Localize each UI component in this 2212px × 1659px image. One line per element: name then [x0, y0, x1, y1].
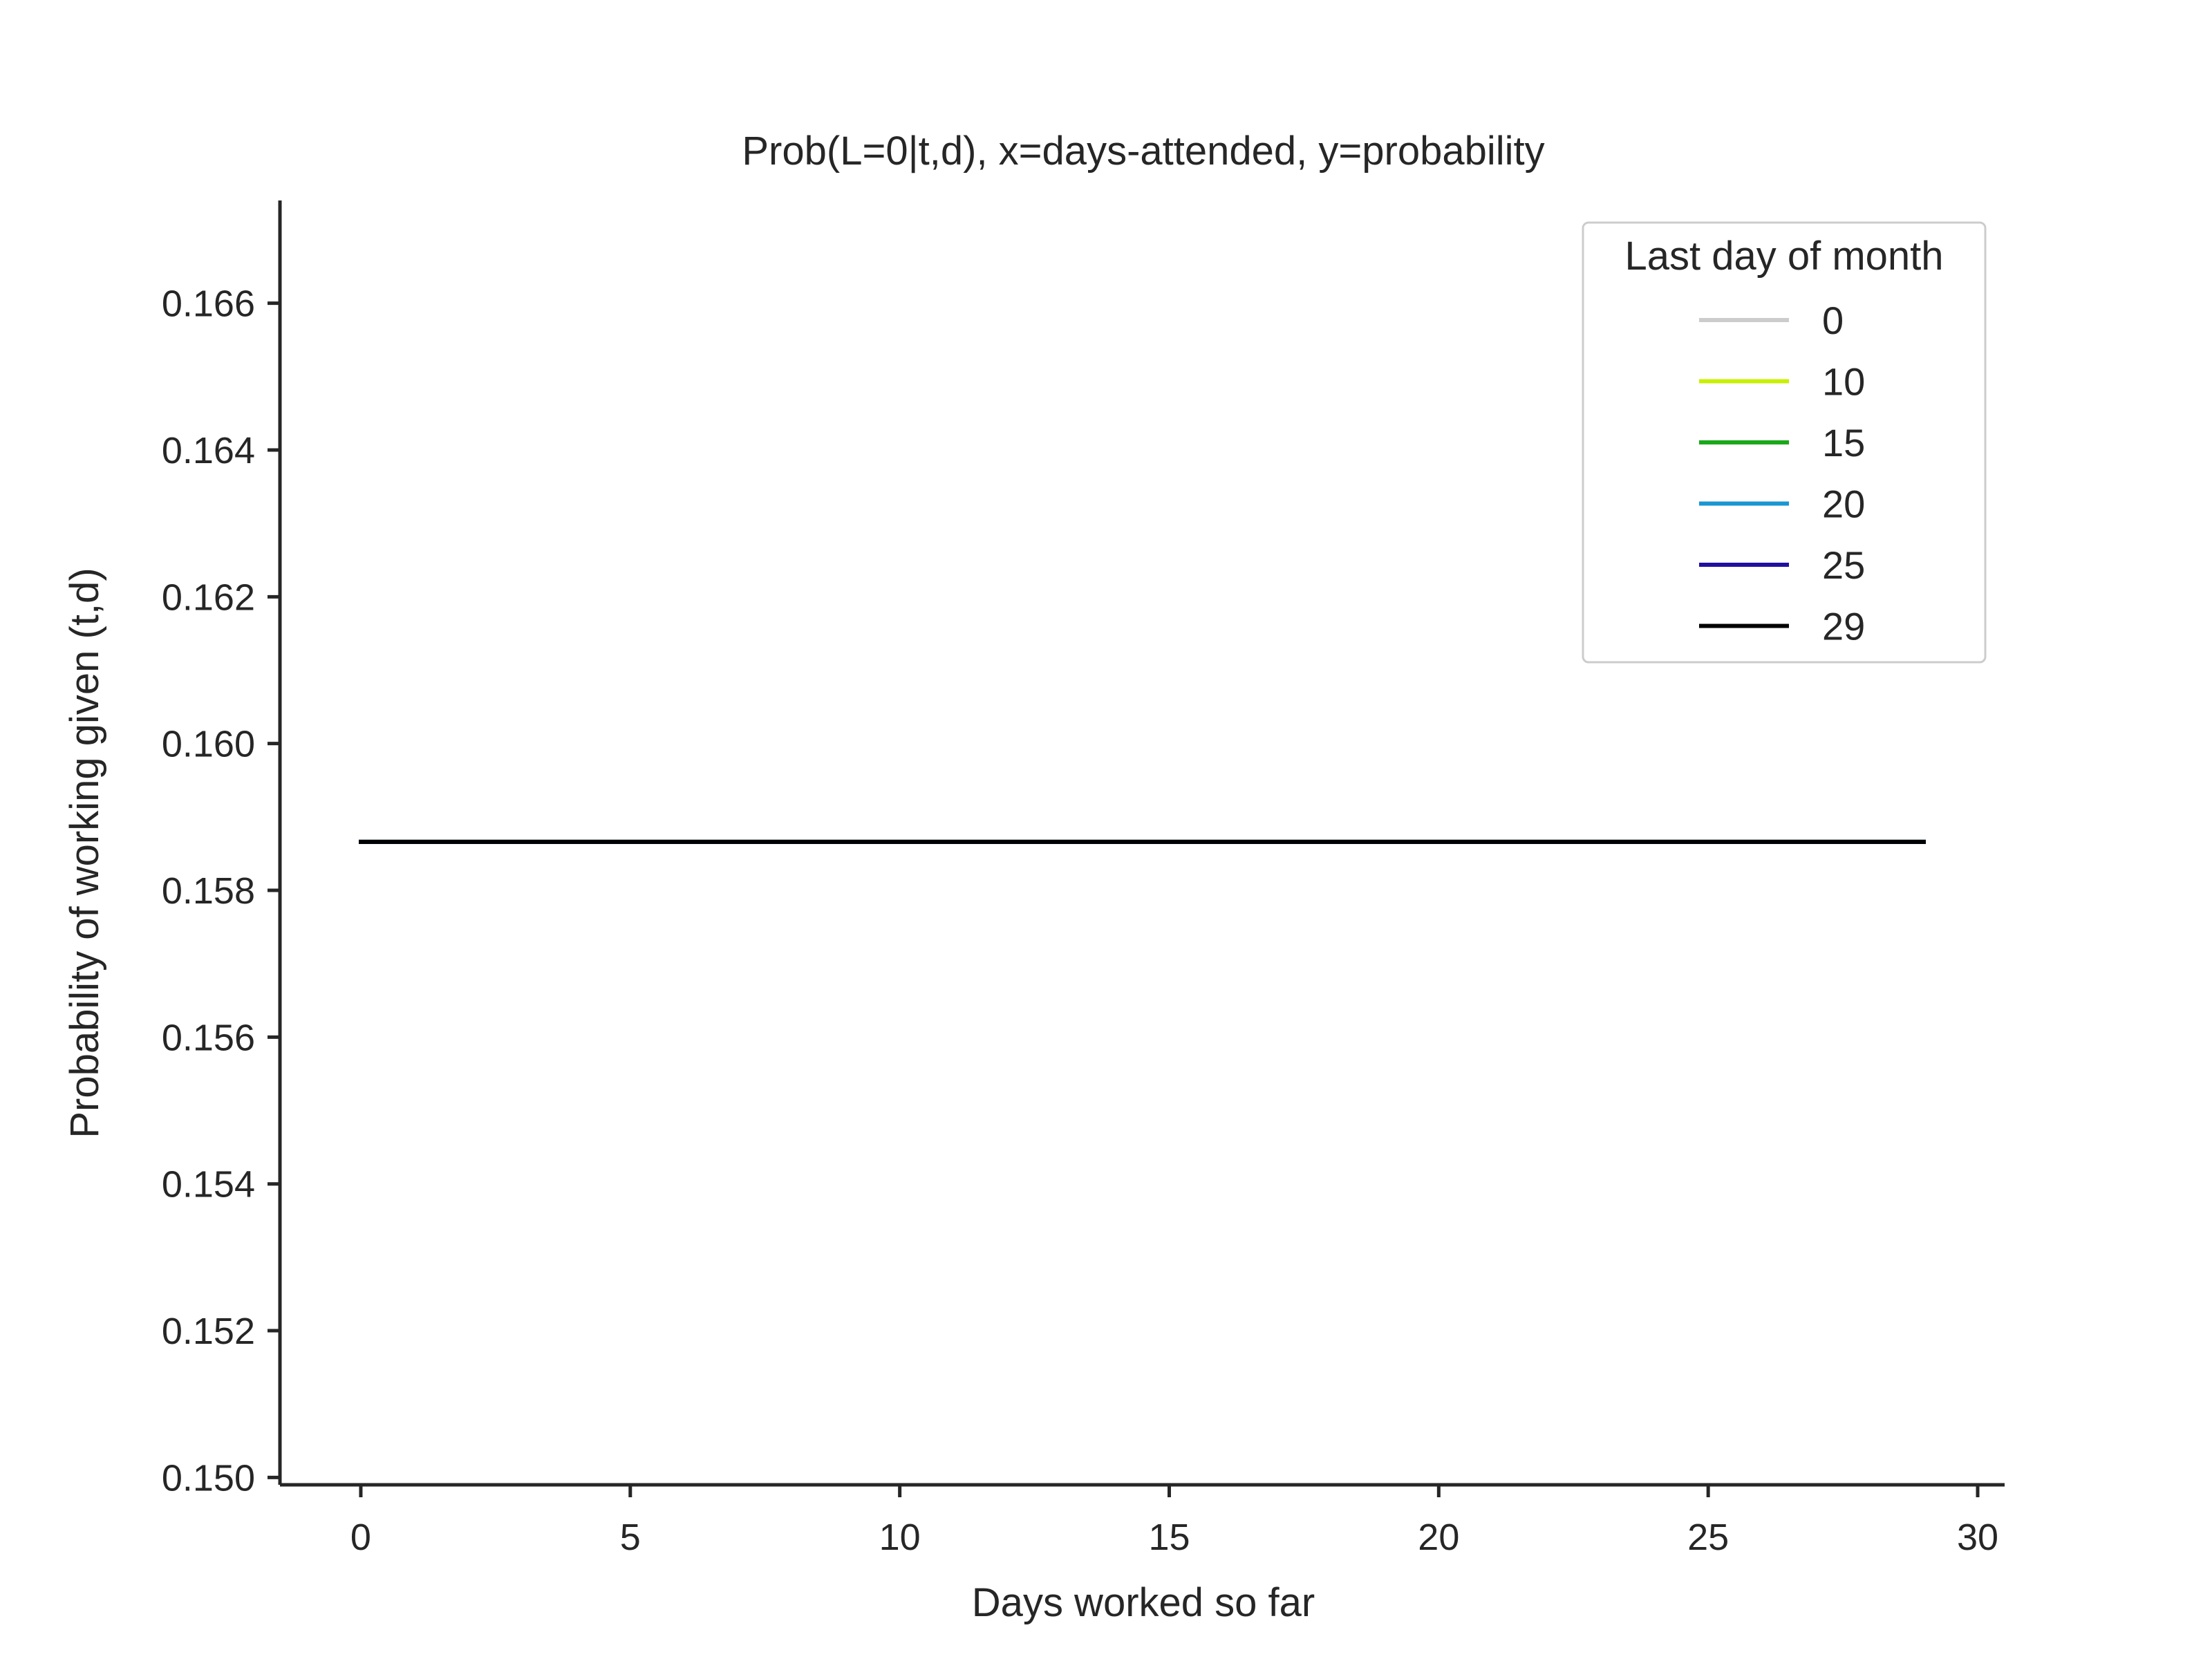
- legend: Last day of month 0 10 15 20 25 29: [1582, 221, 1987, 664]
- legend-label-20: 20: [1822, 482, 1865, 526]
- x-tick-label: 0: [350, 1517, 371, 1558]
- y-tick-label: 0.158: [162, 870, 255, 912]
- x-axis-ticks: 0 5 10 15 20 25 30: [350, 1485, 1998, 1558]
- legend-label-15: 15: [1822, 421, 1865, 465]
- x-tick-label: 5: [620, 1517, 641, 1558]
- y-axis-ticks: 0.150 0.152 0.154 0.156 0.158 0.160 0.162 0.164…: [162, 283, 280, 1499]
- y-tick-label: 0.162: [162, 577, 255, 618]
- y-axis-label: Probability of working given (t,d): [62, 568, 107, 1138]
- legend-label-10: 10: [1822, 360, 1865, 404]
- x-axis-label: Days worked so far: [972, 1580, 1315, 1625]
- y-tick-label: 0.150: [162, 1457, 255, 1499]
- x-tick-label: 20: [1418, 1517, 1459, 1558]
- y-tick-label: 0.154: [162, 1164, 255, 1206]
- y-tick-label: 0.152: [162, 1311, 255, 1352]
- legend-items: 0 10 15 20 25 29: [1699, 299, 1865, 648]
- legend-label-29: 29: [1822, 605, 1865, 648]
- chart-title: Prob(L=0|t,d), x=days-attended, y=probab…: [742, 129, 1544, 174]
- x-tick-label: 30: [1957, 1517, 1998, 1558]
- y-tick-label: 0.164: [162, 430, 255, 471]
- x-tick-label: 10: [879, 1517, 921, 1558]
- y-tick-label: 0.156: [162, 1017, 255, 1058]
- axes: [278, 200, 2005, 1487]
- legend-title: Last day of month: [1624, 234, 1943, 279]
- legend-label-25: 25: [1822, 543, 1865, 587]
- y-tick-label: 0.166: [162, 283, 255, 325]
- y-tick-label: 0.160: [162, 724, 255, 765]
- legend-label-0: 0: [1822, 299, 1844, 342]
- x-tick-label: 25: [1687, 1517, 1729, 1558]
- x-tick-label: 15: [1148, 1517, 1190, 1558]
